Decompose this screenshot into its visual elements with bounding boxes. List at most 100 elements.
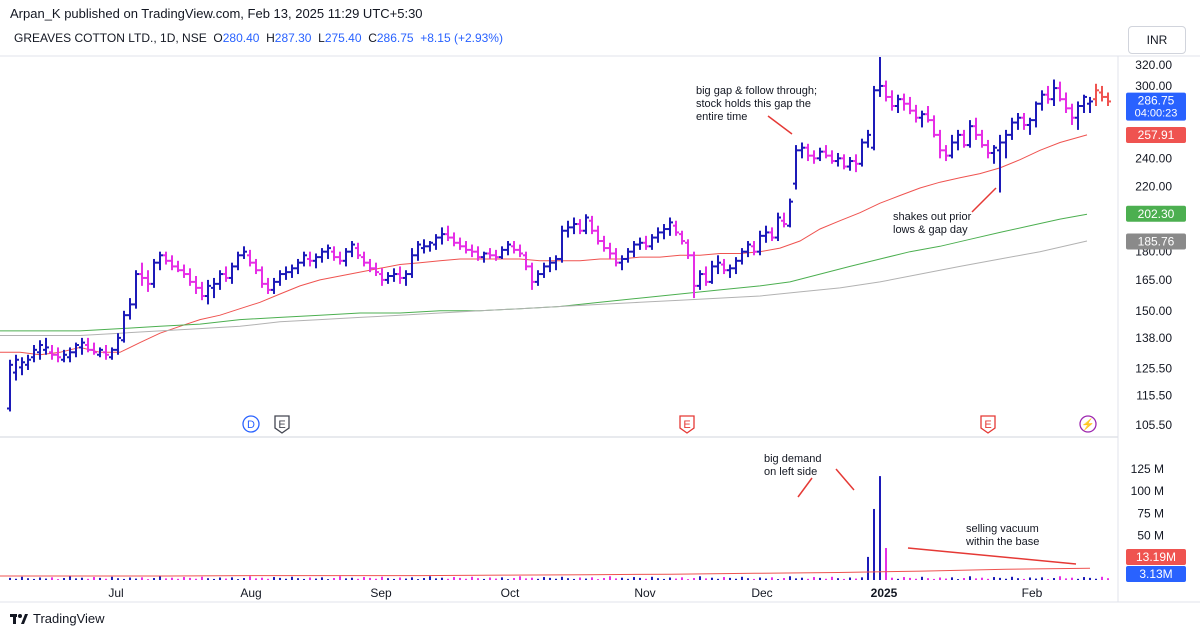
volume-bar	[273, 577, 275, 580]
volume-bar	[1059, 576, 1061, 580]
symbol-legend: GREAVES COTTON LTD., 1D, NSE O280.40 H28…	[14, 31, 503, 45]
brand-footer: TradingView	[10, 611, 105, 626]
volume-bar	[879, 476, 881, 580]
time-axis-label: Feb	[1022, 586, 1043, 600]
volume-bar	[429, 576, 431, 580]
price-tick-label: 150.00	[1135, 304, 1172, 318]
ohlc-bar	[505, 241, 511, 256]
volume-bar	[741, 576, 743, 580]
ohlc-bar	[583, 214, 589, 235]
ohlc-bar	[451, 232, 457, 247]
earnings-icon[interactable]	[679, 415, 695, 434]
dividend-icon[interactable]	[242, 415, 260, 433]
volume-bar	[573, 578, 575, 580]
ohlc-bar	[721, 258, 727, 275]
price-tick-label: 125.50	[1135, 362, 1172, 376]
volume-bar	[675, 578, 677, 580]
ohlc-bar	[577, 219, 583, 235]
ohlc-bar	[805, 143, 811, 162]
earnings-icon[interactable]	[274, 415, 290, 434]
moving-average-line	[0, 134, 1088, 356]
ohlc-bar	[1081, 94, 1087, 113]
ohlc-bar	[535, 270, 541, 286]
ohlc-bar	[349, 241, 355, 258]
ohlc-bar	[739, 248, 745, 265]
volume-bar	[777, 579, 779, 580]
ohlc-bar	[301, 251, 307, 267]
lightning-icon[interactable]	[1079, 415, 1097, 433]
ohlc-bar	[1105, 92, 1111, 107]
ohlc-bar	[283, 266, 289, 280]
volume-bar	[513, 578, 515, 580]
volume-bar	[453, 577, 455, 580]
volume-tick-label: 100 M	[1131, 484, 1164, 498]
ohlc-bar	[433, 234, 439, 250]
volume-bar	[171, 577, 173, 580]
volume-bar	[135, 578, 137, 580]
ohlc-bar	[919, 110, 925, 128]
volume-bar	[669, 577, 671, 580]
ohlc-bar	[415, 241, 421, 261]
ohlc-bar	[559, 225, 565, 263]
volume-bar	[711, 577, 713, 580]
volume-bar	[333, 578, 335, 580]
volume-bar	[819, 577, 821, 580]
volume-bar	[267, 578, 269, 580]
volume-bar	[585, 578, 587, 580]
ohlc-bar	[907, 96, 913, 115]
ohlc-bar	[247, 249, 253, 267]
volume-bar	[363, 577, 365, 580]
ohlc-bar	[319, 248, 325, 263]
ohlc-bar	[589, 215, 595, 235]
volume-bar	[957, 579, 959, 580]
annotation-arrow	[835, 468, 855, 491]
ohlc-bar	[103, 345, 109, 360]
ohlc-bar	[955, 129, 961, 151]
price-tick-label: 320.00	[1135, 58, 1172, 72]
ohlc-bar	[1039, 90, 1045, 111]
volume-bar	[1041, 577, 1043, 580]
volume-bar	[81, 577, 83, 580]
ohlc-bar	[979, 129, 985, 148]
volume-bar	[489, 577, 491, 580]
ohlc-bar	[613, 248, 619, 267]
annotation-text: entire time	[696, 111, 747, 123]
volume-bar	[345, 578, 347, 580]
volume-bar	[123, 578, 125, 580]
ohlc-bar	[361, 251, 367, 267]
ohlc-bar	[223, 266, 229, 282]
volume-bar	[723, 577, 725, 580]
ohlc-bar	[145, 270, 151, 292]
symbol-title[interactable]: GREAVES COTTON LTD., 1D, NSE	[14, 31, 207, 45]
volume-bar	[693, 578, 695, 580]
ohlc-bar	[655, 227, 661, 243]
brand-name: TradingView	[33, 611, 105, 626]
volume-bar	[969, 576, 971, 580]
volume-bar	[99, 577, 101, 580]
ohlc-bar	[1003, 129, 1009, 159]
volume-bar	[831, 576, 833, 580]
volume-bar	[243, 578, 245, 580]
ohlc-bar	[517, 244, 523, 258]
volume-bar	[69, 576, 71, 580]
ohlc-bar	[817, 147, 823, 162]
volume-bar	[963, 578, 965, 580]
volume-bar	[279, 577, 281, 580]
change-value: +8.15 (+2.93%)	[420, 31, 503, 45]
time-axis-label: 2025	[871, 586, 898, 600]
volume-bar	[699, 576, 701, 580]
volume-bar	[387, 578, 389, 580]
earnings-icon[interactable]	[980, 415, 996, 434]
currency-button[interactable]: INR	[1128, 26, 1186, 54]
ohlc-bar	[457, 237, 463, 250]
ohlc-bar	[163, 251, 169, 265]
high-value: 287.30	[274, 31, 312, 45]
ohlc-bar	[253, 258, 259, 275]
volume-bar	[543, 577, 545, 580]
ohlc-bar	[1093, 83, 1099, 107]
ohlc-bar	[1069, 103, 1075, 125]
volume-bar	[117, 578, 119, 580]
volume-bar	[1005, 578, 1007, 580]
event-marker-label: E	[683, 419, 690, 431]
